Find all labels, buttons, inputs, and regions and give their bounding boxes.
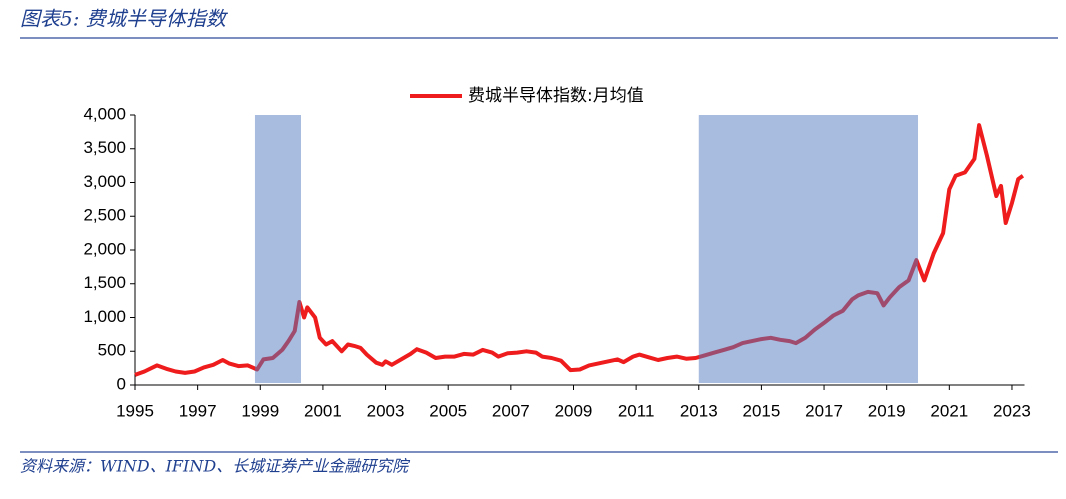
shaded-region	[698, 115, 919, 383]
y-tick-label: 3,000	[83, 172, 126, 191]
x-tick-label: 2011	[618, 401, 655, 420]
x-tick-label: 1999	[241, 401, 279, 420]
y-tick-label: 4,000	[83, 104, 126, 123]
y-tick-label: 1,500	[83, 273, 126, 292]
x-tick-label: 2009	[555, 401, 593, 420]
x-tick-label: 2005	[429, 401, 467, 420]
shaded-region	[254, 115, 301, 383]
y-tick-label: 500	[98, 341, 126, 360]
y-tick-label: 0	[117, 374, 126, 393]
y-tick-label: 2,000	[83, 239, 126, 258]
x-tick-label: 2007	[492, 401, 530, 420]
legend-label: 费城半导体指数:月均值	[468, 86, 644, 106]
y-tick-label: 3,500	[83, 138, 126, 157]
x-tick-label: 2003	[367, 401, 405, 420]
x-tick-label: 2019	[868, 401, 906, 420]
y-tick-label: 2,500	[83, 206, 126, 225]
x-tick-label: 2013	[680, 401, 718, 420]
x-tick-label: 2001	[304, 401, 342, 420]
x-tick-label: 1995	[116, 401, 154, 420]
chart-title: 图表5: 费城半导体指数	[20, 7, 229, 31]
x-tick-label: 1997	[179, 401, 217, 420]
x-tick-label: 2021	[930, 401, 968, 420]
x-tick-label: 2015	[742, 401, 780, 420]
x-tick-label: 2017	[805, 401, 843, 420]
x-tick-label: 2023	[993, 401, 1031, 420]
source-note: 资料来源：WIND、IFIND、长城证券产业金融研究院	[20, 457, 411, 476]
y-tick-label: 1,000	[83, 307, 126, 326]
